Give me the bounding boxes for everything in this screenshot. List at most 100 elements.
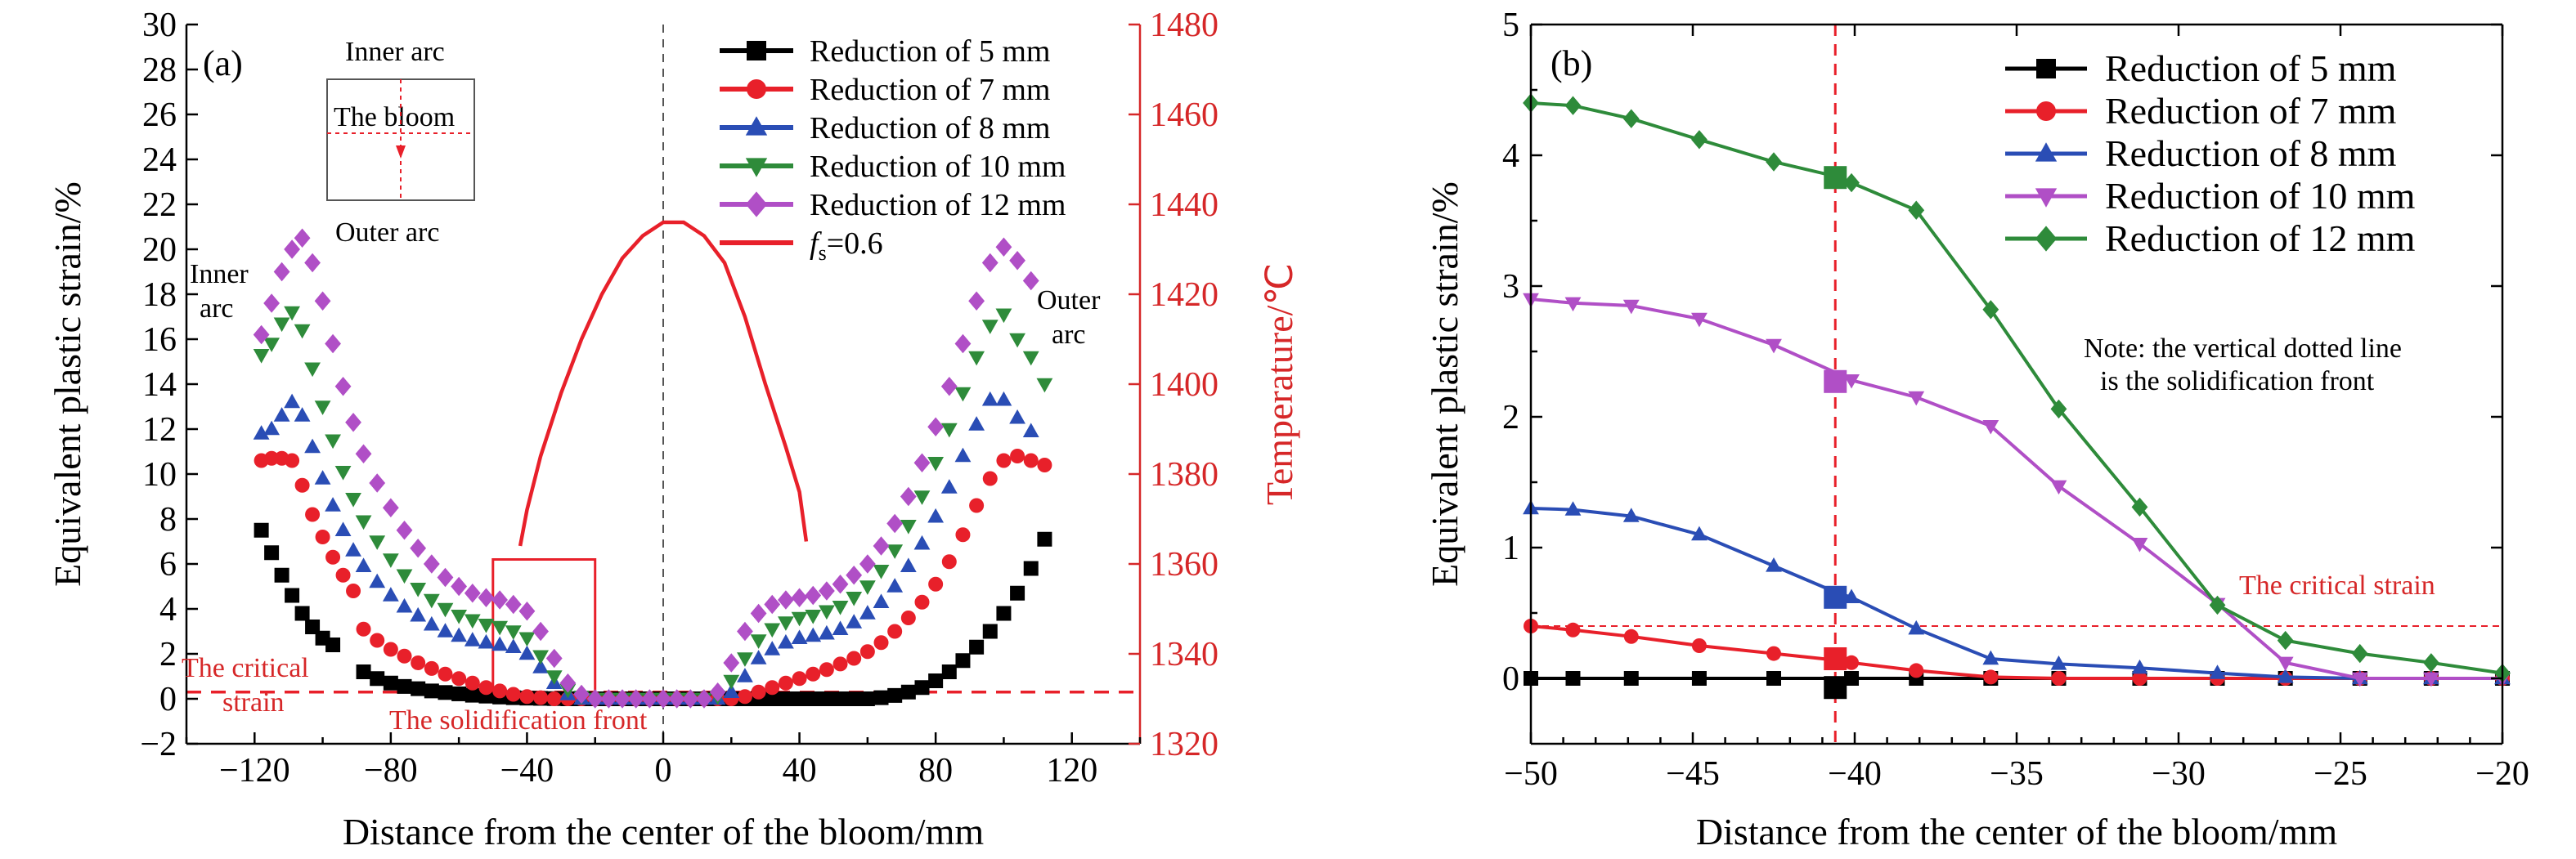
data-point — [345, 542, 361, 557]
left-inner-label: Inner — [190, 259, 249, 289]
panel-a-marks — [186, 25, 1140, 744]
data-point — [2131, 497, 2148, 517]
data-point — [1766, 338, 1782, 354]
data-point — [900, 557, 917, 572]
data-point — [641, 689, 658, 709]
data-point — [805, 585, 822, 606]
y-tick-label-b: 4 — [1502, 137, 1519, 175]
data-point — [253, 349, 270, 364]
data-point — [750, 603, 767, 624]
data-point — [859, 691, 875, 706]
data-point — [982, 471, 998, 486]
legend-label: Reduction of 10 mm — [810, 150, 1066, 184]
data-point — [805, 610, 822, 624]
panel-b-axes: −50 −45 −40 −35 −30 −25 −20 0 1 2 3 4 5 Distance from… — [1424, 7, 2529, 852]
data-point — [914, 680, 930, 696]
panel-b: −50 −45 −40 −35 −30 −25 −20 0 1 2 3 4 5 Distance from… — [1424, 7, 2529, 852]
data-point — [791, 611, 808, 627]
data-point — [1982, 650, 1999, 665]
data-point — [682, 689, 699, 709]
legend-label: Reduction of 5 mm — [810, 34, 1050, 69]
data-point — [792, 671, 807, 687]
x-tick-label: −40 — [500, 752, 554, 790]
legend-label-b: Reduction of 10 mm — [2105, 175, 2416, 217]
data-point — [886, 578, 904, 593]
data-point — [451, 610, 468, 624]
solidification-front-marker — [1824, 647, 1847, 670]
legend-label-b: Reduction of 8 mm — [2105, 132, 2397, 174]
data-point — [369, 473, 386, 493]
legend-label: Reduction of 8 mm — [810, 111, 1050, 145]
data-point — [532, 659, 549, 673]
data-point — [1009, 333, 1025, 348]
series-r10 — [253, 306, 1053, 708]
data-point — [2131, 659, 2148, 674]
data-point — [1691, 130, 1708, 150]
data-point — [832, 601, 849, 615]
data-point — [995, 391, 1012, 406]
inset-arrow-icon — [396, 145, 406, 159]
data-point — [723, 683, 740, 698]
x-tick-label: −80 — [364, 752, 418, 790]
legend-marker — [747, 79, 766, 99]
y2-tick-label: 1440 — [1150, 186, 1218, 224]
data-point — [334, 521, 352, 536]
data-point — [859, 580, 876, 595]
data-point — [253, 324, 270, 345]
data-point — [1022, 423, 1039, 437]
data-point — [1564, 96, 1582, 115]
data-point — [533, 690, 549, 705]
data-point — [873, 565, 890, 579]
data-point — [1766, 646, 1781, 661]
data-point — [927, 417, 945, 436]
data-point — [284, 393, 300, 409]
data-point — [505, 687, 521, 702]
data-point — [423, 554, 440, 574]
data-point — [614, 689, 631, 709]
y-tick-label: 24 — [142, 141, 177, 179]
y2-tick-label: 1360 — [1150, 546, 1218, 584]
data-point — [995, 308, 1012, 324]
data-point — [505, 625, 522, 640]
data-point — [396, 521, 413, 540]
data-point — [996, 453, 1012, 468]
data-point — [1622, 508, 1640, 522]
data-point — [492, 683, 508, 699]
data-point — [981, 320, 999, 334]
data-point — [2132, 671, 2147, 686]
data-point — [1844, 655, 1860, 670]
data-point — [900, 520, 917, 535]
panel-b-marks — [1523, 25, 2511, 744]
y-tick-label: 14 — [142, 366, 177, 404]
data-point — [382, 553, 399, 568]
data-point — [315, 530, 330, 544]
legend-marker-b — [2036, 101, 2056, 121]
data-point — [423, 615, 440, 631]
data-point — [325, 497, 341, 512]
x-tick-label-b: −45 — [1666, 755, 1720, 793]
data-point — [464, 614, 481, 629]
y2-tick-label: 1420 — [1150, 276, 1218, 314]
inset-bloom-label: The bloom — [334, 102, 455, 132]
data-point — [355, 557, 372, 572]
data-point — [1564, 297, 1582, 312]
data-point — [2351, 643, 2368, 664]
y-tick-label: 18 — [142, 276, 177, 314]
data-point — [314, 400, 331, 415]
data-point — [2051, 671, 2067, 686]
data-point — [887, 687, 903, 703]
data-point — [1691, 638, 1707, 653]
data-point — [1009, 251, 1025, 271]
data-point — [1622, 109, 1640, 128]
data-point — [285, 453, 300, 468]
data-point — [396, 569, 413, 584]
y-tick-label: 10 — [142, 456, 177, 494]
series-r8 — [253, 391, 1039, 705]
data-point — [1982, 420, 1999, 435]
data-point — [900, 611, 916, 625]
panel-b-label: (b) — [1551, 43, 1592, 83]
data-point — [1022, 271, 1039, 291]
legend-label-b: Reduction of 12 mm — [2105, 217, 2416, 259]
legend-marker-b — [2036, 59, 2056, 78]
data-point — [1691, 312, 1708, 328]
